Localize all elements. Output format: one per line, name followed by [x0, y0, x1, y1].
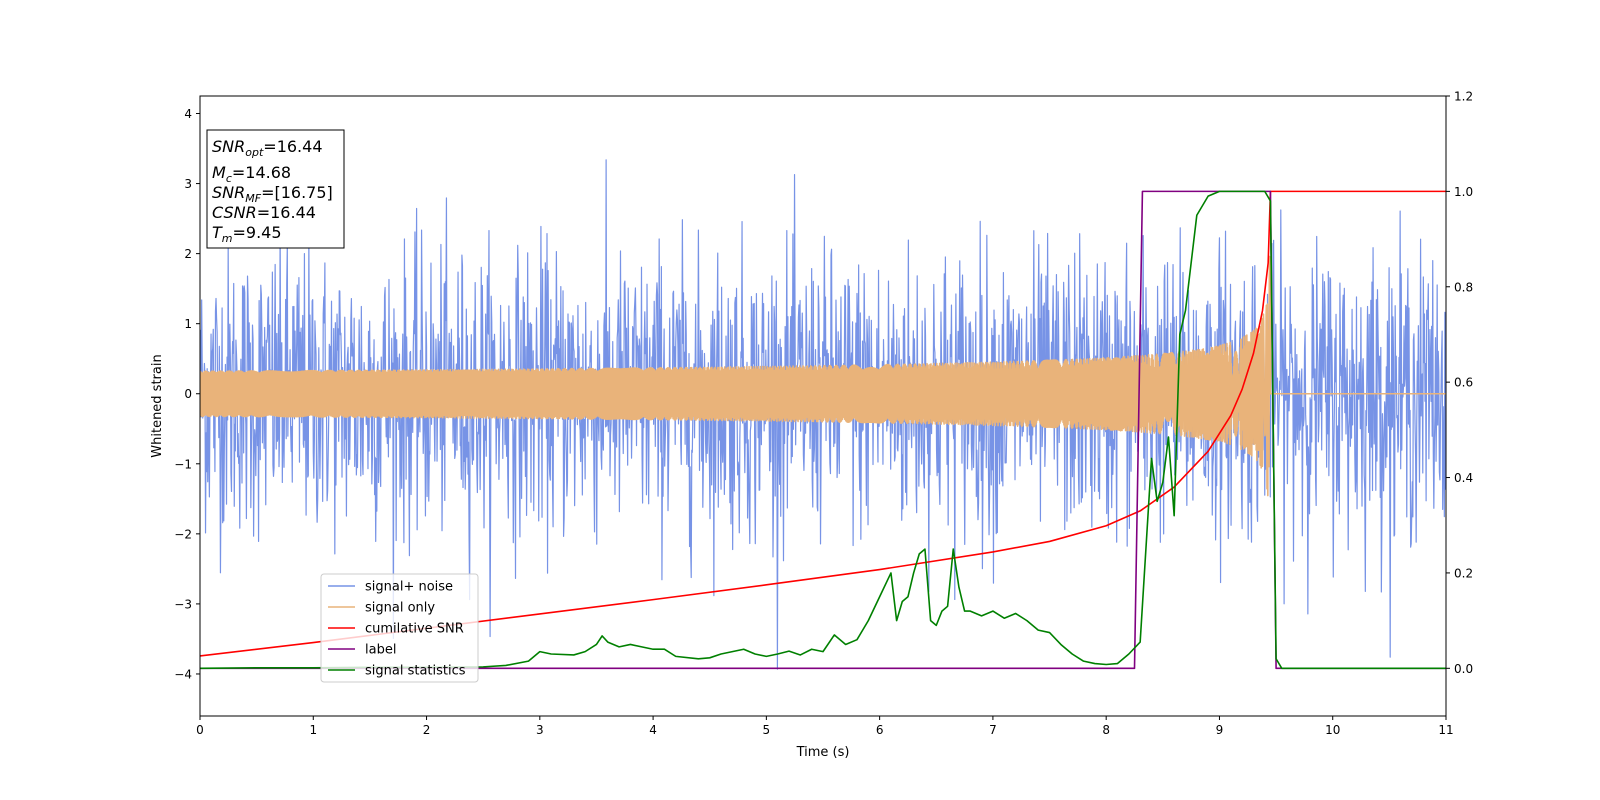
legend-label-signal-noise: signal+ noise: [365, 580, 453, 595]
y-tick-label: 3: [184, 177, 192, 191]
y2-tick-label: 0.8: [1454, 280, 1473, 294]
y-tick-label: 4: [184, 107, 192, 121]
y2-tick-label: 0.0: [1454, 662, 1473, 676]
legend-label-signal-statistics: signal statistics: [365, 664, 466, 679]
legend-label-cumulative-snr: cumilative SNR: [365, 622, 464, 637]
x-tick-label: 4: [649, 723, 657, 737]
annotation-snr-mf: SNRMF=[16.75]: [212, 183, 333, 205]
legend-label-label: label: [365, 643, 396, 658]
x-tick-label: 1: [309, 723, 317, 737]
series-line-signal-only: [200, 255, 1446, 497]
legend: signal+ noise signal only cumilative SNR…: [320, 573, 479, 683]
x-tick-label: 8: [1102, 723, 1110, 737]
y-tick-label: 1: [184, 317, 192, 331]
x-tick-label: 3: [536, 723, 544, 737]
x-tick-label: 11: [1438, 723, 1453, 737]
annotation-box: SNRopt=16.44 Mc=14.68 SNRMF=[16.75] CSNR…: [206, 129, 345, 249]
y2-tick-label: 0.6: [1454, 376, 1473, 390]
x-tick-label: 7: [989, 723, 997, 737]
y2-tick-label: 1.0: [1454, 185, 1473, 199]
y2-tick-label: 0.2: [1454, 566, 1473, 580]
x-tick-label: 2: [423, 723, 431, 737]
x-tick-label: 5: [763, 723, 771, 737]
y-tick-label: −3: [174, 597, 192, 611]
plot-frame: [199, 95, 1447, 717]
y-tick-label: 2: [184, 247, 192, 261]
y-tick-label: −2: [174, 527, 192, 541]
x-tick-label: 6: [876, 723, 884, 737]
x-tick-label: 0: [196, 723, 204, 737]
y2-tick-label: 1.2: [1454, 90, 1473, 104]
annotation-csnr: CSNR=16.44: [212, 203, 316, 222]
annotation-tm: Tm=9.45: [212, 223, 282, 245]
y2-tick-label: 0.4: [1454, 471, 1473, 485]
y-tick-label: −1: [174, 457, 192, 471]
series-line-cumilative-snr: [200, 190, 1446, 657]
annotation-snr-opt: SNRopt=16.44: [212, 137, 323, 159]
y-tick-label: −4: [174, 667, 192, 681]
x-axis-label: Time (s): [796, 745, 850, 760]
y-axis-label: Whitened strain: [150, 354, 165, 457]
y-tick-label: 0: [184, 387, 192, 401]
legend-label-signal-only: signal only: [365, 601, 435, 616]
x-tick-label: 10: [1325, 723, 1340, 737]
x-tick-label: 9: [1216, 723, 1224, 737]
annotation-mc: Mc=14.68: [212, 163, 291, 185]
series-line-signal-statistics: [200, 190, 1446, 670]
